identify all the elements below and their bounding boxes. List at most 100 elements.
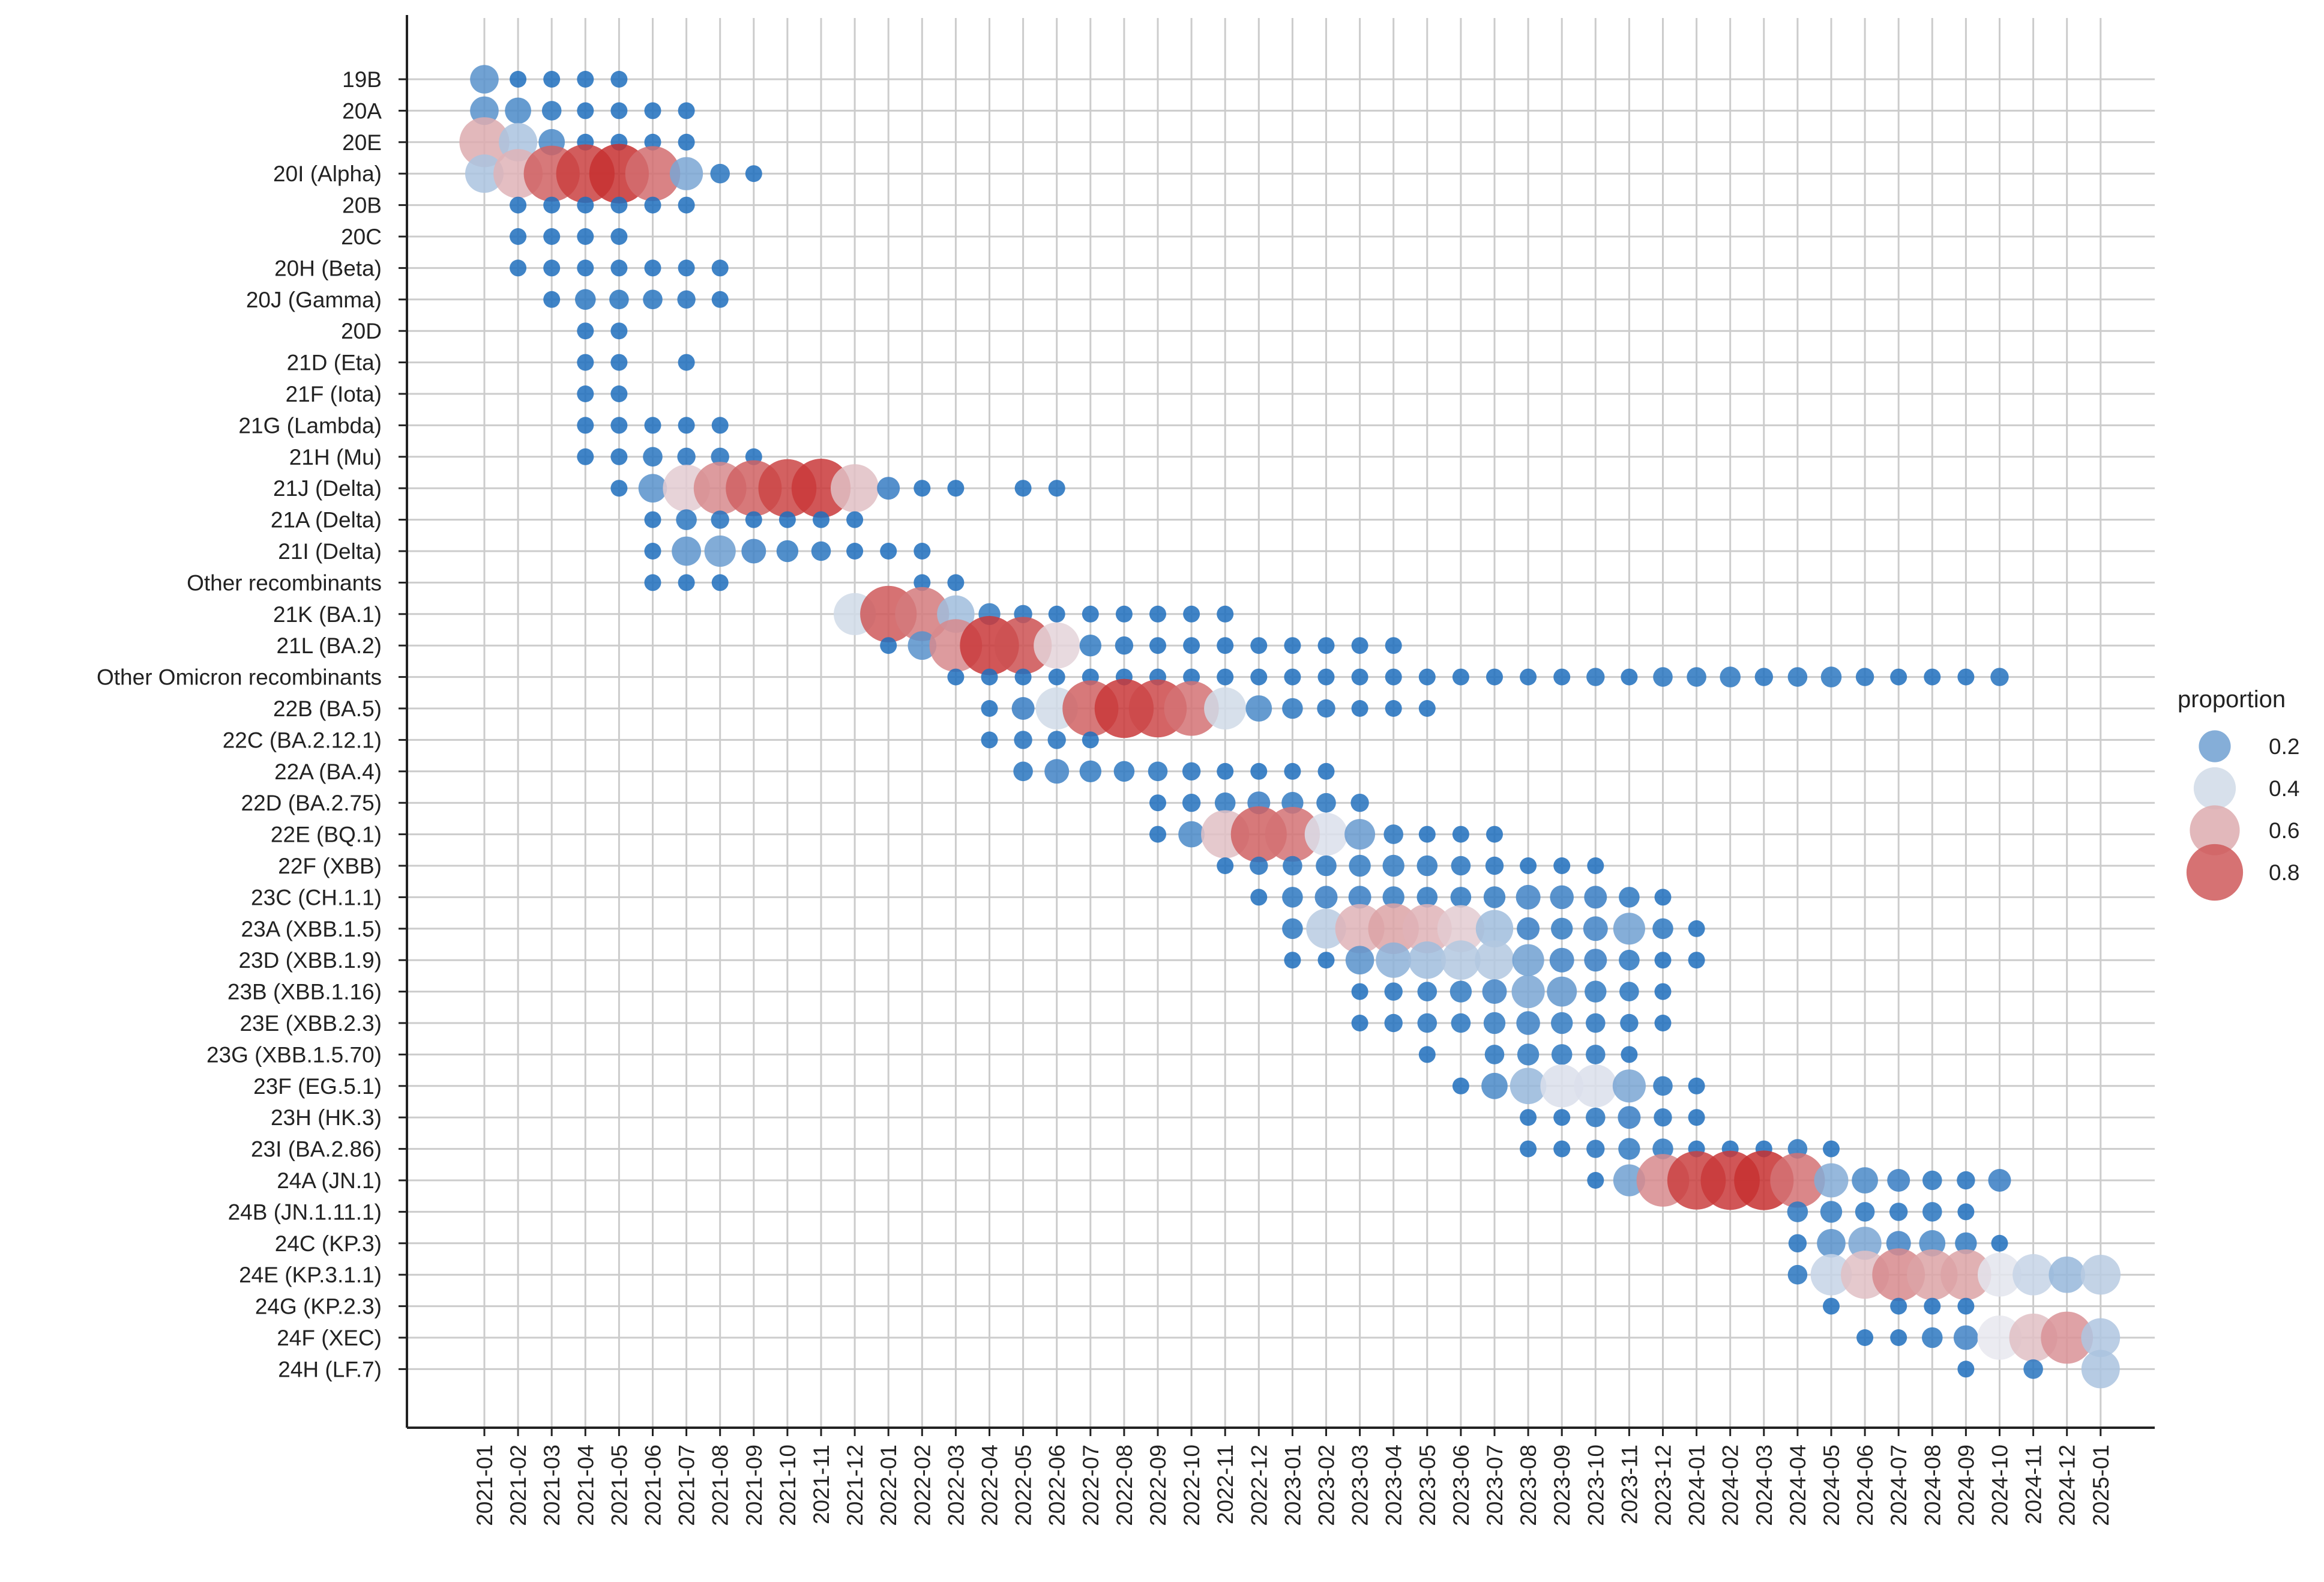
x-tick-label: 2021-11	[809, 1445, 834, 1524]
data-point	[1922, 1202, 1942, 1222]
data-point	[1613, 913, 1645, 945]
y-tick-label: 22E (BQ.1)	[271, 823, 382, 847]
y-tick-labels: 19B 20A 20E 20I (Alpha) 20B 20C 20H (Beta) 20J …	[97, 67, 382, 1381]
x-tick-label: 2021-04	[573, 1445, 598, 1526]
data-point	[1586, 1140, 1605, 1158]
x-tick-label: 2021-01	[472, 1445, 497, 1526]
data-point	[644, 511, 661, 528]
data-point	[1441, 940, 1481, 980]
data-point	[846, 511, 864, 528]
data-point	[1250, 889, 1268, 906]
data-point	[2080, 1255, 2121, 1295]
data-point	[1483, 1012, 1506, 1034]
data-point	[610, 196, 628, 214]
legend: proportion 0.2 0.4 0.6 0.8	[2178, 686, 2299, 901]
data-point	[1475, 940, 1514, 980]
data-point	[1317, 637, 1335, 654]
data-point	[1510, 1067, 1547, 1105]
data-point	[672, 536, 701, 566]
data-point	[1282, 918, 1303, 940]
data-point	[1149, 794, 1166, 812]
data-point	[577, 385, 594, 402]
x-tick-label: 2024-08	[1920, 1445, 1945, 1526]
y-tick-label: 20C	[341, 225, 382, 249]
x-tick-label: 2021-08	[708, 1445, 733, 1526]
legend-marker	[2186, 844, 2244, 901]
data-point	[1553, 668, 1571, 686]
data-point	[1014, 668, 1032, 686]
data-point	[1082, 605, 1099, 623]
x-tick-label: 2023-02	[1314, 1445, 1339, 1526]
data-point	[1149, 605, 1166, 623]
data-point	[1304, 812, 1348, 856]
y-tick-label: 20H (Beta)	[274, 256, 382, 280]
y-tick-label: 22D (BA.2.75)	[241, 791, 382, 815]
data-point	[1550, 885, 1574, 910]
data-point	[1924, 1297, 1941, 1315]
data-point	[1540, 1064, 1583, 1108]
data-point	[1483, 886, 1506, 908]
data-point	[1754, 668, 1773, 686]
data-point	[2041, 1311, 2094, 1364]
x-tick-labels: 2021-01 2021-02 2021-03 2021-04 2021-05 2021-…	[472, 1445, 2113, 1526]
data-point	[678, 354, 695, 371]
data-point	[644, 196, 661, 214]
y-tick-label: 24B (JN.1.11.1)	[228, 1200, 382, 1224]
data-point	[1317, 699, 1335, 718]
data-point	[1265, 807, 1320, 862]
data-point	[1451, 856, 1471, 876]
y-tick-label: 24H (LF.7)	[278, 1357, 382, 1381]
y-tick-label: 23H (HK.3)	[271, 1105, 382, 1130]
data-point	[1517, 917, 1540, 940]
data-point	[981, 700, 998, 717]
y-tick-label: 21H (Mu)	[289, 445, 382, 469]
data-point	[1653, 667, 1673, 687]
y-tick-label: 19B	[342, 67, 382, 92]
data-point	[1584, 886, 1607, 909]
data-point	[1486, 668, 1503, 686]
data-point	[1149, 637, 1166, 654]
data-point	[1955, 1232, 1977, 1254]
data-point	[2023, 1359, 2043, 1379]
y-tick-label: 23I (BA.2.86)	[251, 1137, 382, 1162]
x-tick-label: 2024-12	[2055, 1445, 2080, 1526]
data-point	[1654, 983, 1672, 1000]
data-point	[1613, 1164, 1645, 1197]
y-tick-label: 22B (BA.5)	[273, 696, 382, 721]
y-tick-label: 21A (Delta)	[271, 508, 382, 533]
data-point	[543, 71, 561, 88]
y-tick-label: 23B (XBB.1.16)	[227, 980, 382, 1004]
data-point	[1449, 980, 1472, 1003]
data-point	[577, 228, 594, 245]
data-point	[1957, 1360, 1975, 1378]
data-point	[1957, 1297, 1975, 1315]
data-point	[2049, 1256, 2085, 1293]
data-point	[678, 196, 695, 214]
data-point	[1520, 857, 1537, 874]
data-point	[1350, 794, 1369, 812]
data-point	[1621, 668, 1638, 686]
data-point	[643, 289, 663, 310]
y-tick-label: 20D	[341, 319, 382, 343]
data-point	[1720, 666, 1741, 687]
data-point	[1957, 1171, 1975, 1190]
y-tick-label: 22F (XBB)	[278, 854, 382, 878]
data-point	[644, 543, 661, 560]
data-point	[1416, 887, 1438, 908]
data-point	[1652, 918, 1673, 940]
y-tick-label: 24E (KP.3.1.1)	[239, 1263, 382, 1287]
legend-label: 0.6	[2269, 818, 2299, 843]
y-tick-label: 23E (XBB.2.3)	[239, 1011, 382, 1036]
x-tick-label: 2023-11	[1617, 1445, 1642, 1524]
data-point	[1317, 952, 1335, 969]
data-point	[1621, 1046, 1638, 1063]
x-tick-label: 2022-01	[876, 1445, 901, 1526]
x-tick-label: 2024-06	[1853, 1445, 1877, 1526]
data-point	[1164, 681, 1219, 736]
y-tick-label: 23D (XBB.1.9)	[238, 948, 382, 973]
data-point	[711, 510, 729, 529]
data-point	[644, 574, 661, 591]
data-point	[1217, 605, 1234, 623]
y-tick-label: 21J (Delta)	[273, 476, 382, 501]
data-point	[1385, 637, 1402, 654]
